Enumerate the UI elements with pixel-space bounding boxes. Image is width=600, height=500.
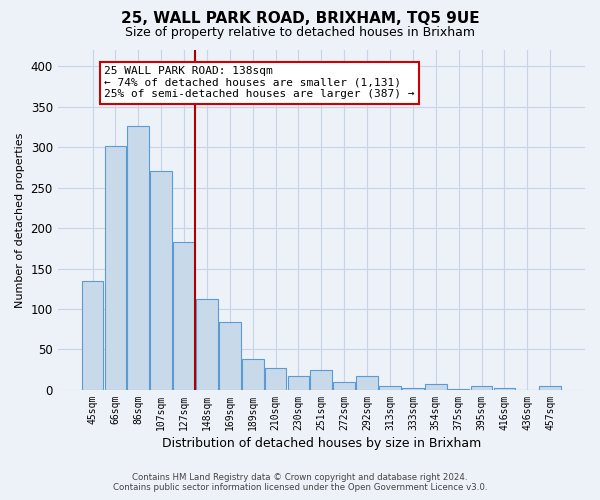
X-axis label: Distribution of detached houses by size in Brixham: Distribution of detached houses by size … bbox=[162, 437, 481, 450]
Bar bbox=[173, 242, 195, 390]
Bar bbox=[470, 386, 493, 390]
Text: Contains HM Land Registry data © Crown copyright and database right 2024.
Contai: Contains HM Land Registry data © Crown c… bbox=[113, 473, 487, 492]
Bar bbox=[196, 300, 218, 390]
Bar bbox=[310, 370, 332, 390]
Bar bbox=[82, 280, 103, 390]
Bar bbox=[104, 146, 126, 390]
Bar bbox=[402, 388, 424, 390]
Y-axis label: Number of detached properties: Number of detached properties bbox=[15, 132, 25, 308]
Text: 25 WALL PARK ROAD: 138sqm
← 74% of detached houses are smaller (1,131)
25% of se: 25 WALL PARK ROAD: 138sqm ← 74% of detac… bbox=[104, 66, 415, 100]
Bar bbox=[265, 368, 286, 390]
Bar bbox=[150, 170, 172, 390]
Text: 25, WALL PARK ROAD, BRIXHAM, TQ5 9UE: 25, WALL PARK ROAD, BRIXHAM, TQ5 9UE bbox=[121, 11, 479, 26]
Bar bbox=[219, 322, 241, 390]
Bar bbox=[494, 388, 515, 390]
Bar bbox=[379, 386, 401, 390]
Bar bbox=[127, 126, 149, 390]
Bar bbox=[334, 382, 355, 390]
Bar bbox=[242, 359, 263, 390]
Bar bbox=[539, 386, 561, 390]
Text: Size of property relative to detached houses in Brixham: Size of property relative to detached ho… bbox=[125, 26, 475, 39]
Bar bbox=[287, 376, 310, 390]
Bar bbox=[448, 389, 469, 390]
Bar bbox=[356, 376, 378, 390]
Bar bbox=[425, 384, 446, 390]
